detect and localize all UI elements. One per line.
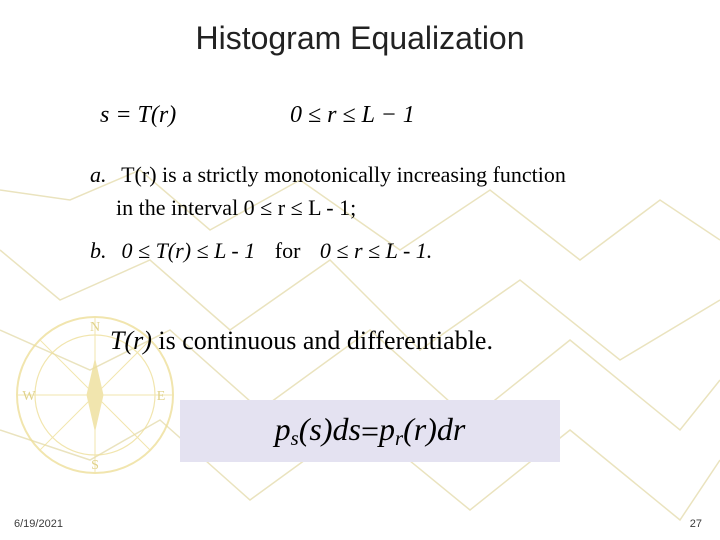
continuity-statement: T(r) is continuous and differentiable. — [110, 326, 493, 356]
cond-a-line1: T(r) is a strictly monotonically increas… — [121, 162, 566, 187]
cont-diff-text: is continuous and differentiable. — [158, 326, 493, 355]
cond-b-for: for — [275, 238, 301, 263]
tr-func: T(r) — [110, 326, 152, 355]
condition-a: a. T(r) is a strictly monotonically incr… — [90, 158, 566, 224]
eq-lhs-d: ds — [333, 411, 361, 447]
slide: Histogram Equalization s = T(r) 0 ≤ r ≤ … — [0, 0, 720, 540]
cond-a-line2: in the interval 0 ≤ r ≤ L - 1; — [116, 191, 566, 224]
eq-range-text: 0 ≤ r ≤ L − 1 — [290, 102, 415, 128]
eq-lhs-arg: (s) — [299, 411, 333, 447]
cond-b-range2: 0 ≤ r ≤ L - 1. — [320, 238, 432, 263]
eq-transform-range: 0 ≤ r ≤ L − 1 — [290, 102, 415, 129]
eq-rhs-sub: r — [395, 427, 403, 450]
eq-rhs-d: dr — [437, 411, 465, 447]
conditions-block: a. T(r) is a strictly monotonically incr… — [90, 158, 566, 267]
eq-transform: s = T(r) — [100, 102, 176, 129]
cond-a-label: a. — [90, 158, 116, 191]
eq-equals: = — [361, 413, 379, 450]
eq-lhs-p: p — [275, 411, 291, 447]
cond-b-range1: 0 ≤ T(r) ≤ L - 1 — [122, 238, 256, 263]
eq-transform-lhs: s = T(r) — [100, 102, 176, 128]
cond-b-label: b. — [90, 234, 116, 267]
slide-title: Histogram Equalization — [0, 20, 720, 57]
footer-date: 6/19/2021 — [14, 518, 63, 530]
condition-b: b. 0 ≤ T(r) ≤ L - 1 for 0 ≤ r ≤ L - 1. — [90, 234, 566, 267]
equation-box: ps(s)ds = pr(r)dr — [180, 400, 560, 462]
eq-lhs-sub: s — [291, 427, 299, 450]
eq-rhs-arg: (r) — [403, 411, 437, 447]
footer-page-number: 27 — [690, 518, 702, 530]
eq-rhs-p: p — [379, 411, 395, 447]
